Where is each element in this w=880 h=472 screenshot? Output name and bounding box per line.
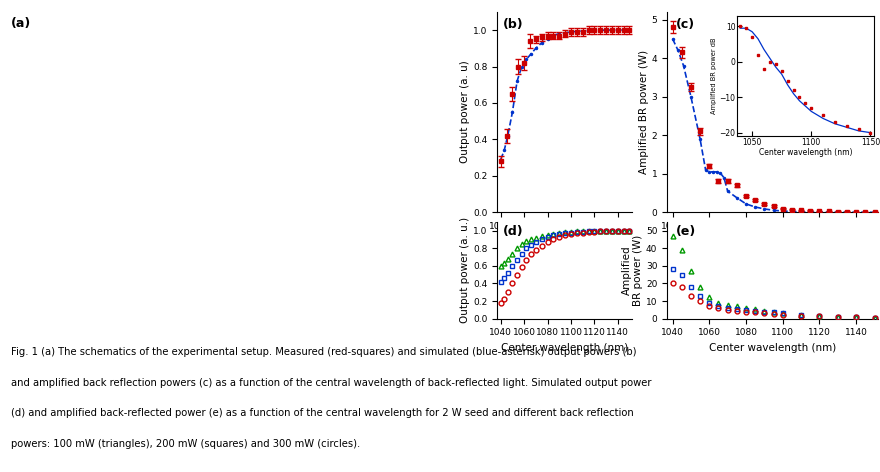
Text: (a): (a) <box>11 17 31 30</box>
X-axis label: Center wavelength (nm): Center wavelength (nm) <box>501 236 628 247</box>
Text: Fig. 1 (a) The schematics of the experimental setup. Measured (red-squares) and : Fig. 1 (a) The schematics of the experim… <box>11 347 636 357</box>
Text: powers: 100 mW (triangles), 200 mW (squares) and 300 mW (circles).: powers: 100 mW (triangles), 200 mW (squa… <box>11 439 360 449</box>
Text: (c): (c) <box>676 18 694 31</box>
Y-axis label: Output power (a. u.): Output power (a. u.) <box>460 217 470 323</box>
Text: (e): (e) <box>676 225 696 238</box>
X-axis label: Center wavelength (nm): Center wavelength (nm) <box>709 236 836 247</box>
Text: (d) and amplified back-reflected power (e) as a function of the central waveleng: (d) and amplified back-reflected power (… <box>11 408 634 418</box>
Y-axis label: Amplified BR power (W): Amplified BR power (W) <box>639 50 649 174</box>
X-axis label: Center wavelength (nm): Center wavelength (nm) <box>501 343 628 353</box>
Y-axis label: Amplified
BR power (W): Amplified BR power (W) <box>621 235 643 306</box>
Y-axis label: Output power (a. u): Output power (a. u) <box>460 61 470 163</box>
Text: (d): (d) <box>502 225 524 238</box>
X-axis label: Center wavelength (nm): Center wavelength (nm) <box>709 343 836 353</box>
Text: and amplified back reflection powers (c) as a function of the central wavelength: and amplified back reflection powers (c)… <box>11 378 651 388</box>
Text: (b): (b) <box>502 18 524 31</box>
